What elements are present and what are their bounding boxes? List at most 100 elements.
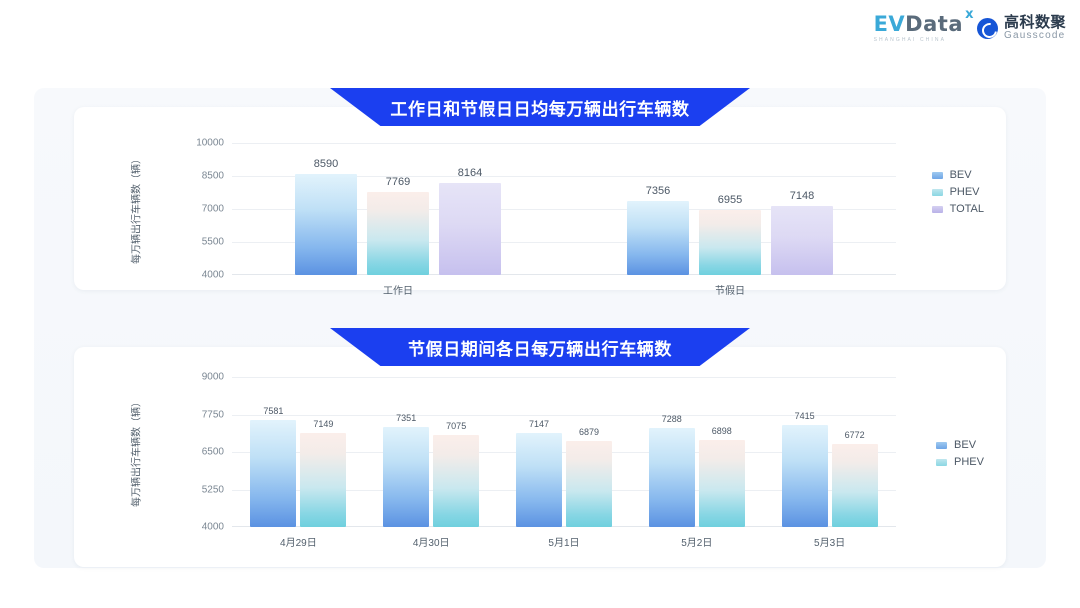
legend-label: PHEV <box>954 456 984 468</box>
gridline <box>232 176 896 177</box>
gausscode-logo: 高科数聚 Gausscode <box>976 15 1066 41</box>
brand-header: EVData x SHANGHAI CHINA 高科数聚 Gausscode <box>873 8 1066 43</box>
bar-bev[interactable]: 7147 <box>515 419 562 527</box>
chart-card-1: 每万辆出行车辆数（辆） 10000 8500 7000 5500 4000 <box>74 107 1006 297</box>
gridline <box>232 143 896 144</box>
bar-value-label: 7415 <box>794 410 815 421</box>
bar-group: 7356 6955 7148 <box>564 143 896 297</box>
bar-bev[interactable]: 7356 <box>627 185 689 275</box>
bar-wrapper: 7288 <box>648 377 695 527</box>
chart-card-2: 每万辆出行车辆数（辆） 9000 7750 6500 5250 4000 <box>74 347 1006 567</box>
bar-value-label: 7581 <box>263 405 284 416</box>
gridline <box>232 209 896 210</box>
bar-value-label: 7149 <box>313 418 334 429</box>
legend-item-phev[interactable]: PHEV <box>936 456 984 468</box>
section-2-title: 节假日期间各日每万辆出行车辆数 <box>408 339 672 360</box>
gridline <box>232 377 896 378</box>
bar-bev[interactable]: 7351 <box>383 413 430 527</box>
bar-phev[interactable]: 6898 <box>698 426 745 527</box>
bar-group: 8590 7769 8164 <box>232 143 564 297</box>
bar-bev[interactable]: 8590 <box>295 158 357 275</box>
evdata-wordmark: EVData x <box>874 8 974 36</box>
legend-item-bev[interactable]: BEV <box>936 439 984 451</box>
section-1-title: 工作日和节假日日均每万辆出行车辆数 <box>390 99 690 120</box>
chart-2-plot-area: 9000 7750 6500 5250 4000 7581 <box>202 372 896 549</box>
evdata-logo: EVData x SHANGHAI CHINA <box>873 8 974 43</box>
bar-phev[interactable]: 7075 <box>433 421 480 527</box>
evdata-tagline: SHANGHAI CHINA <box>873 37 947 43</box>
y-tick-label: 6500 <box>201 446 224 458</box>
gausscode-mark-icon <box>976 18 998 39</box>
y-tick-label: 8500 <box>201 170 224 182</box>
bar-wrapper: 7149 <box>300 377 347 527</box>
y-tick-label: 7750 <box>201 409 224 420</box>
bar-phev[interactable]: 7769 <box>367 176 429 275</box>
bar-total[interactable]: 7148 <box>771 190 833 275</box>
x-axis-label: 工作日 <box>383 286 413 297</box>
bar-group: 7351 7075 4月30日 <box>365 377 498 549</box>
chart-1-y-axis-label: 每万辆出行车辆数（辆） <box>131 154 143 264</box>
bar-value-label: 6898 <box>711 426 732 436</box>
y-tick-label: 4000 <box>201 269 224 281</box>
bar-value-label: 7147 <box>528 418 549 429</box>
bar-group: 7147 6879 5月1日 <box>498 377 631 549</box>
gausscode-english-name: Gausscode <box>1003 30 1066 42</box>
bar-value-label: 8590 <box>313 158 339 171</box>
bar-group: 7581 7149 4月29日 <box>232 377 365 549</box>
bar-wrapper: 7415 <box>781 377 828 527</box>
gridline <box>232 242 896 243</box>
evdata-data-text: Data <box>905 12 963 36</box>
section-1-banner: 工作日和节假日日均每万辆出行车辆数 <box>330 88 750 126</box>
legend-swatch-icon <box>936 441 948 449</box>
legend-item-total[interactable]: TOTAL <box>931 203 984 215</box>
chart-2-axis-baseline <box>232 526 896 527</box>
bar-phev[interactable]: 7149 <box>300 419 347 527</box>
x-axis-label: 5月1日 <box>548 538 580 549</box>
legend-item-bev[interactable]: BEV <box>931 169 984 181</box>
legend-swatch-icon <box>931 205 943 213</box>
bar-wrapper: 7148 <box>771 143 833 275</box>
bar-total[interactable]: 8164 <box>439 167 501 275</box>
gausscode-text: 高科数聚 Gausscode <box>1004 15 1066 41</box>
y-tick-label: 4000 <box>201 521 224 533</box>
bar-wrapper: 6955 <box>699 143 761 275</box>
bar-bev[interactable]: 7288 <box>648 414 695 527</box>
gridline <box>232 489 896 491</box>
bar-phev[interactable]: 6955 <box>699 194 761 275</box>
bar-wrapper: 6879 <box>565 377 612 527</box>
gridline <box>232 452 896 453</box>
x-axis-label: 4月30日 <box>412 538 450 549</box>
bar-wrapper: 6772 <box>831 377 878 527</box>
bar-wrapper: 8164 <box>439 143 501 275</box>
x-axis-label: 5月3日 <box>814 538 846 549</box>
bar-phev[interactable]: 6772 <box>831 430 878 527</box>
chart-1-legend: BEV PHEV TOTAL <box>931 169 984 215</box>
chart-1-plot-area: 10000 8500 7000 5500 4000 8590 <box>196 138 896 297</box>
bar-bev[interactable]: 7581 <box>250 406 297 527</box>
bar-wrapper: 8590 <box>295 143 357 275</box>
chart-2-y-axis-label: 每万辆出行车辆数（辆） <box>131 397 143 507</box>
bar-wrapper: 7351 <box>383 377 430 527</box>
legend-label: PHEV <box>949 186 980 198</box>
evdata-x-superscript: x <box>965 7 974 22</box>
bar-value-label: 8164 <box>457 167 483 180</box>
y-tick-label: 10000 <box>196 137 224 149</box>
legend-swatch-icon <box>936 458 948 466</box>
gausscode-chinese-name: 高科数聚 <box>1003 14 1066 32</box>
x-axis-label: 5月2日 <box>681 538 713 549</box>
bar-value-label: 7769 <box>385 176 411 189</box>
bar-wrapper: 6898 <box>698 377 745 527</box>
y-tick-label: 5500 <box>201 236 224 248</box>
legend-item-phev[interactable]: PHEV <box>931 186 984 198</box>
legend-label: BEV <box>949 169 972 181</box>
legend-label: BEV <box>954 439 977 451</box>
legend-swatch-icon <box>931 171 943 179</box>
chart-1-bar-groups: 8590 7769 8164 <box>232 143 896 297</box>
chart-2: 每万辆出行车辆数（辆） 9000 7750 6500 5250 4000 <box>74 347 1006 567</box>
bar-wrapper: 7769 <box>367 143 429 275</box>
chart-2-legend: BEV PHEV <box>936 439 984 468</box>
bar-wrapper: 7581 <box>250 377 297 527</box>
bar-phev[interactable]: 6879 <box>565 427 612 527</box>
x-axis-label: 4月29日 <box>280 538 317 549</box>
bar-bev[interactable]: 7415 <box>781 411 828 527</box>
